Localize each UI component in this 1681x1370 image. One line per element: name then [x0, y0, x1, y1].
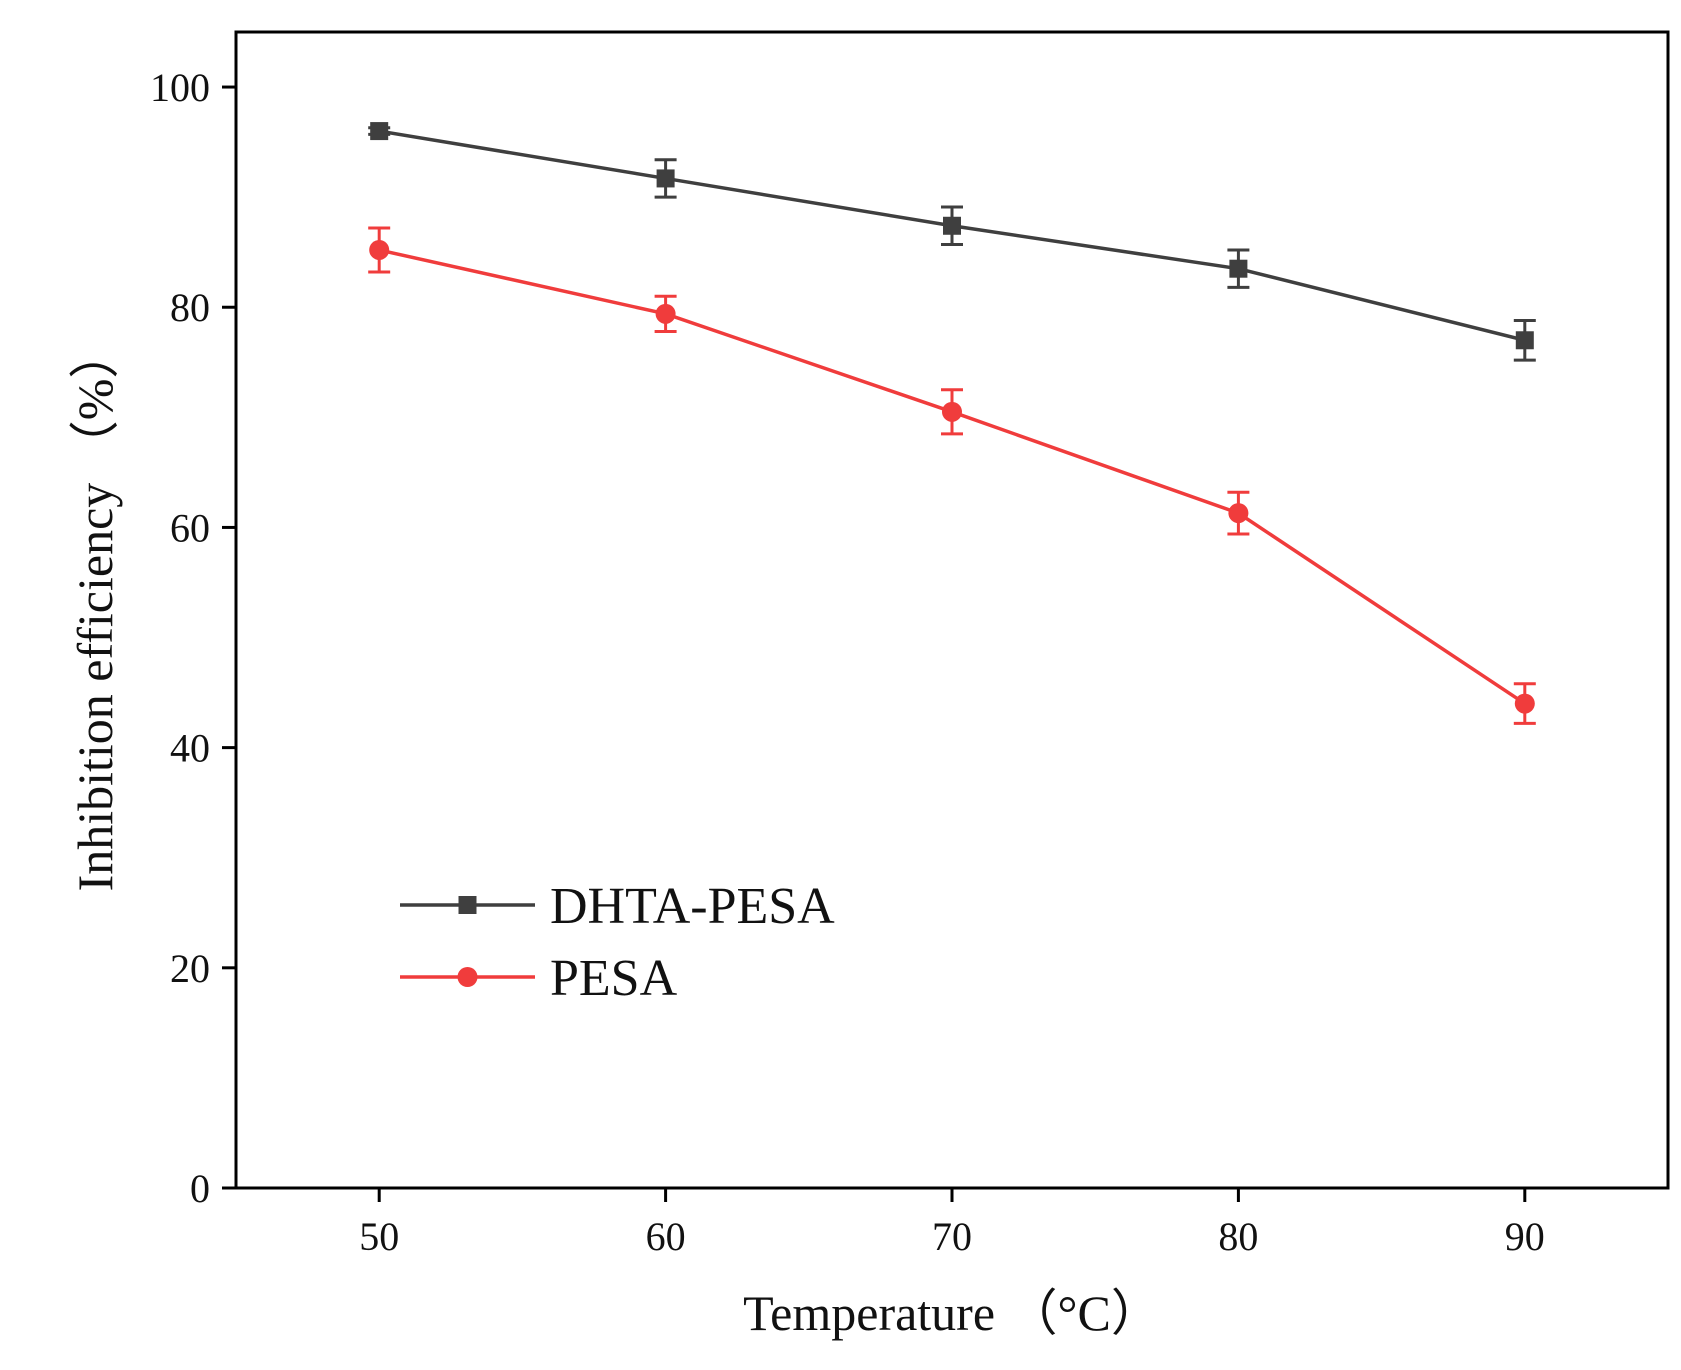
data-point-dhta-pesa-90 — [1515, 331, 1534, 350]
legend-item-pesa: PESA — [400, 950, 678, 1007]
data-point-pesa-50 — [369, 239, 390, 260]
y-axis-title: Inhibition efficiency （%） — [67, 329, 123, 892]
series-dhta-pesa — [368, 122, 1536, 362]
y-tick-label-80: 80 — [170, 285, 210, 330]
legend-label-dhta-pesa: DHTA-PESA — [550, 878, 835, 935]
plot-frame — [234, 30, 1670, 1190]
data-point-pesa-80 — [1228, 503, 1249, 524]
y-tick-label-60: 60 — [170, 505, 210, 550]
x-tick-label-70: 70 — [932, 1214, 972, 1259]
data-point-dhta-pesa-70 — [943, 216, 961, 235]
y-axis-ticks: 0 20 40 60 80 100 — [150, 65, 236, 1211]
y-tick-label-40: 40 — [170, 726, 210, 771]
data-point-dhta-pesa-80 — [1229, 259, 1248, 278]
x-axis-ticks: 50 60 70 80 90 — [359, 1188, 1545, 1259]
legend: DHTA-PESA PESA — [400, 878, 835, 1007]
data-point-pesa-70 — [942, 401, 962, 422]
x-tick-label-50: 50 — [359, 1214, 399, 1259]
data-point-pesa-90 — [1514, 693, 1535, 714]
data-point-dhta-pesa-50 — [370, 122, 389, 141]
y-tick-label-0: 0 — [190, 1166, 210, 1211]
legend-item-dhta-pesa: DHTA-PESA — [400, 878, 835, 935]
x-tick-label-60: 60 — [646, 1214, 686, 1259]
x-tick-label-80: 80 — [1218, 1214, 1258, 1259]
y-tick-label-100: 100 — [150, 65, 210, 110]
legend-marker-pesa — [457, 967, 478, 987]
x-axis-title: Temperature （°C） — [743, 1285, 1161, 1341]
legend-marker-dhta-pesa — [458, 896, 477, 914]
series-line-pesa — [378, 248, 1526, 706]
x-tick-label-90: 90 — [1505, 1214, 1545, 1259]
data-point-dhta-pesa-60 — [656, 169, 675, 188]
series-pesa — [368, 226, 1536, 725]
y-tick-label-20: 20 — [170, 946, 210, 991]
legend-label-pesa: PESA — [550, 950, 678, 1007]
data-point-pesa-60 — [655, 303, 676, 324]
series-layer — [368, 122, 1536, 725]
